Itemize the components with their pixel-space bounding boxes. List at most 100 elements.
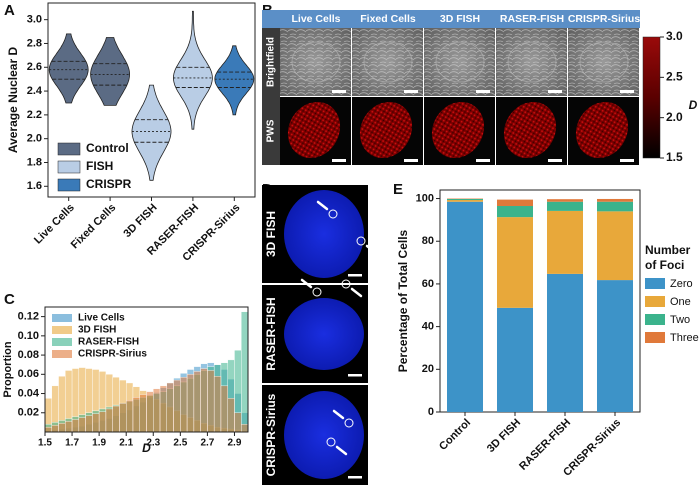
histogram-bar [44,426,52,433]
histogram-bar [186,374,195,433]
histogram-bar [85,415,93,433]
histogram-bar [98,411,107,433]
pws-nucleus [503,101,557,159]
bar-segment [597,198,633,202]
histogram-bar [200,368,208,433]
colorbar-tick-label: 1.5 [666,150,683,164]
y-tick-label: 80 [422,235,434,247]
y-tick-label: 20 [422,363,434,375]
row-label: 3D FISH [264,211,278,257]
scale-bar [548,159,562,162]
scale-bar [620,159,634,162]
histogram-bar [153,388,161,433]
y-tick-label: 0.12 [18,311,39,323]
y-tick-label: 1.8 [27,156,42,168]
row-label: RASER-FISH [264,297,278,370]
histogram-bar [51,425,59,433]
legend-swatch [57,160,81,174]
bar-segment [497,307,533,412]
brightfield-nucleus [435,41,485,83]
legend-label: 3D FISH [78,325,116,336]
legend-label: Live Cells [78,313,125,324]
scale-bar [404,159,418,162]
label-strip [262,385,282,485]
brightfield-nucleus [507,41,557,83]
histogram-bar [105,408,113,433]
focus-marker [356,236,366,246]
scale-bar [620,90,634,93]
x-tick-label: RASER-FISH [517,417,573,473]
y-axis-label: Proportion [2,341,14,397]
plot-frame [439,189,641,413]
brightfield-nucleus [363,41,413,83]
pws-nucleus [431,101,485,159]
histogram-bar [213,376,222,433]
histogram-bar [180,376,188,433]
x-tick-label: 2.9 [228,438,242,449]
bar-segment [547,201,583,211]
legend-title: Number [645,243,691,257]
histogram-bar [125,400,134,433]
y-tick-label: 0 [428,406,434,418]
row-label: CRISPR-Sirius [264,393,278,476]
x-axis-label: D [142,441,151,455]
bar-segment [547,210,583,274]
y-tick-label: 60 [422,278,434,290]
row-label: Brightfield [266,37,277,87]
row-label: PWS [266,119,277,142]
y-axis-label: Average Nuclear D [6,47,20,154]
legend-swatch [645,278,665,289]
y-tick-label: 0.04 [18,387,40,399]
bar-segment [597,211,633,281]
arrow [350,287,363,298]
panel-label: C [4,291,15,308]
bar-segment [547,199,583,202]
label-strip [262,185,282,283]
y-axis-label: Percentage of Total Cells [396,229,410,372]
legend-swatch [645,314,665,325]
column-header: 3D FISH [440,13,480,25]
histogram-bar [241,424,249,433]
header-band [262,10,640,28]
panel-label: E [393,181,403,198]
bar-segment [447,201,483,412]
legend-label: CRISPR-Sirius [78,349,147,360]
histogram-bar [173,379,181,433]
bar-segment [547,273,583,412]
colorbar-tick-label: 2.5 [666,70,683,84]
column-header: Fixed Cells [360,13,416,25]
scale-bar [348,476,362,479]
scale-bar [348,274,362,277]
histogram-bar [71,419,80,433]
scale-bar [348,374,362,377]
legend-swatch [57,142,81,156]
legend-label: Two [670,314,690,326]
x-tick-label: 1.7 [65,438,79,449]
column-header: RASER-FISH [500,13,564,25]
nucleus [284,190,364,278]
x-tick-label: 2.1 [119,438,133,449]
legend-swatch [52,326,72,334]
focus-marker [312,287,322,297]
histogram-bar [132,397,140,433]
scale-bar [476,90,490,93]
y-tick-label: 3.0 [27,14,42,26]
colorbar-tick-label: 2.0 [666,110,683,124]
legend-label: One [670,296,691,308]
arrow [332,409,345,420]
legend-label: Three [670,332,699,344]
arrow [300,278,313,289]
histogram-bar [78,417,86,433]
colorbar [642,36,661,159]
legend-swatch [645,296,665,307]
x-tick-label: 2.3 [146,438,160,449]
y-tick-label: 2.0 [27,133,42,145]
x-tick-label: 3D FISH [121,202,159,240]
nucleus [284,298,364,370]
focus-marker [328,209,338,219]
focus-marker [326,437,336,447]
legend-swatch [645,332,665,343]
bar-segment [447,200,483,202]
brightfield-nucleus [291,41,341,83]
